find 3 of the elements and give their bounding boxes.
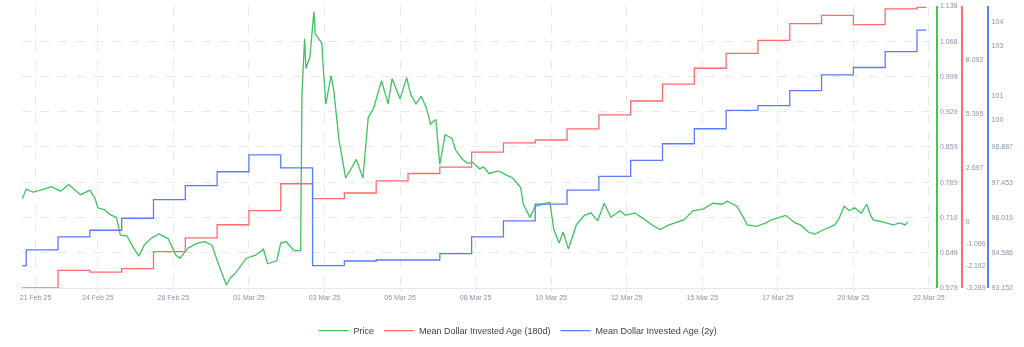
legend-label: Mean Dollar Invested Age (2y) [595,326,717,337]
legend-label: Mean Dollar Invested Age (180d) [419,326,551,337]
legend-label: Price [353,326,375,337]
